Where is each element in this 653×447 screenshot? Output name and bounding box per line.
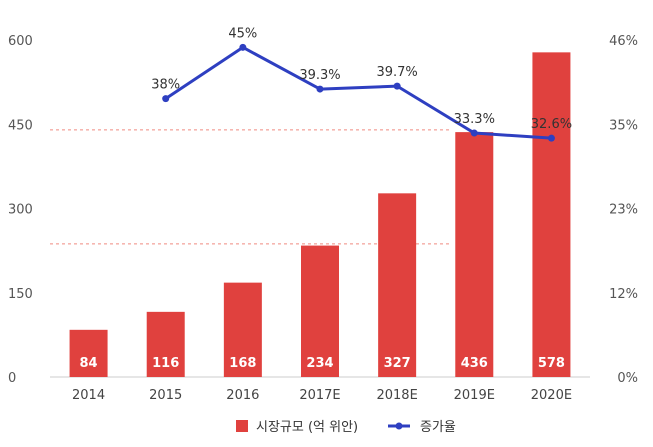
bar	[146, 311, 185, 377]
bar-value-labels: 84 116 168 234 327 436 578	[80, 356, 565, 371]
growth-line	[162, 43, 555, 142]
bar	[301, 245, 339, 377]
bars	[69, 52, 571, 378]
bar	[455, 132, 494, 377]
growth-point	[547, 134, 555, 142]
growth-rate-label: 45%	[228, 26, 257, 41]
category-label: 2018E	[376, 388, 417, 403]
left-axis-ticks: 0 150 300 450 600	[8, 34, 33, 386]
growth-point	[470, 129, 478, 137]
left-tick-label: 150	[8, 287, 33, 302]
growth-point	[162, 95, 170, 103]
reference-lines	[50, 129, 450, 245]
bar	[378, 193, 417, 377]
bar-value-label: 327	[384, 356, 411, 371]
growth-point	[393, 82, 401, 90]
growth-rate-label: 38%	[151, 78, 180, 93]
bar-value-label: 578	[538, 356, 565, 371]
category-label: 2014	[72, 388, 105, 403]
growth-point	[239, 43, 247, 51]
left-tick-label: 0	[8, 371, 16, 386]
bar	[532, 52, 571, 378]
legend: 시장규모 (억 위안) 증가율	[236, 420, 456, 435]
legend-line-label: 증가율	[420, 420, 456, 435]
bar	[69, 329, 108, 377]
category-label: 2016	[226, 388, 259, 403]
right-tick-label: 0%	[617, 371, 638, 386]
growth-point	[316, 85, 324, 93]
bar-value-label: 234	[306, 356, 333, 371]
category-label: 2019E	[454, 388, 495, 403]
right-tick-label: 23%	[609, 203, 638, 218]
left-tick-label: 600	[8, 34, 33, 49]
category-labels: 2014 2015 2016 2017E 2018E 2019E 2020E	[72, 388, 572, 403]
bar-value-label: 168	[229, 356, 256, 371]
left-tick-label: 450	[8, 118, 33, 133]
growth-rate-labels: 38% 45% 39.3% 39.7% 33.3% 32.6%	[151, 26, 572, 132]
growth-rate-label: 32.6%	[531, 117, 572, 132]
growth-rate-label: 33.3%	[454, 112, 495, 127]
legend-bar-label: 시장규모 (억 위안)	[256, 420, 358, 435]
right-tick-label: 35%	[609, 118, 638, 133]
right-axis-ticks: 0% 12% 23% 35% 46%	[609, 34, 638, 386]
right-tick-label: 12%	[609, 287, 638, 302]
growth-rate-label: 39.3%	[299, 68, 340, 83]
legend-bar-swatch	[236, 420, 248, 432]
growth-line-path	[164, 45, 552, 140]
bar-value-label: 84	[80, 356, 98, 371]
category-label: 2015	[149, 388, 182, 403]
bar	[223, 282, 262, 377]
bar-value-label: 436	[461, 356, 488, 371]
legend-line-marker	[395, 422, 403, 430]
bar-value-label: 116	[152, 356, 179, 371]
category-label: 2020E	[531, 388, 572, 403]
growth-rate-label: 39.7%	[376, 65, 417, 80]
left-tick-label: 300	[8, 203, 33, 218]
category-label: 2017E	[299, 388, 340, 403]
right-tick-label: 46%	[609, 34, 638, 49]
